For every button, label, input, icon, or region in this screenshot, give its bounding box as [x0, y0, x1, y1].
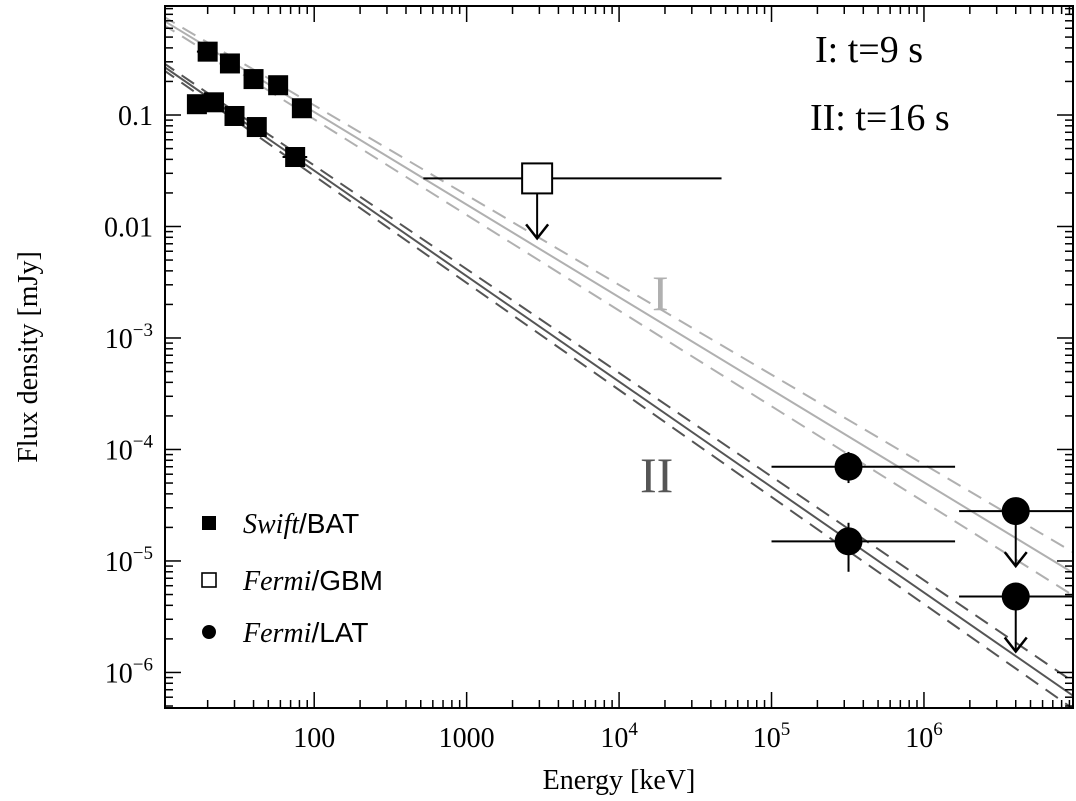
point-swift-bat-i-2 — [243, 69, 264, 90]
y-tick-label-3: 10−4 — [105, 431, 154, 466]
legend-marker-fermi-gbm — [201, 572, 217, 588]
marker-swift-bat-ii-3 — [246, 117, 267, 138]
x-tick-label-1: 1000 — [439, 723, 495, 754]
y-axis-label: Flux density [mJy] — [13, 251, 44, 463]
epoch-2-label: II: t=16 s — [810, 97, 950, 139]
marker-fermi-lat-i-1 — [1001, 497, 1030, 526]
x-tick-label-3: 105 — [753, 719, 791, 754]
x-tick-label-4: 106 — [905, 719, 943, 754]
point-fermi-lat-ii-0 — [771, 522, 956, 572]
annotations: I: t=9 s II: t=16 s I II — [640, 29, 950, 503]
model-label-1: I — [652, 265, 669, 321]
y-tick-label-1: 0.01 — [104, 212, 153, 243]
epoch-1-label: I: t=9 s — [815, 29, 923, 71]
point-swift-bat-ii-2 — [224, 105, 245, 126]
point-swift-bat-i-0 — [196, 41, 218, 62]
marker-swift-bat-i-3 — [268, 75, 289, 96]
point-swift-bat-ii-0 — [186, 94, 207, 115]
marker-fermi-lat-i-0 — [834, 452, 863, 481]
legend-entry-fermi-gbm: Fermi/GBM — [242, 565, 383, 597]
point-swift-bat-i-3 — [268, 75, 289, 96]
y-tick-label-4: 10−5 — [105, 543, 153, 578]
axes: 100 1000 104 105 106 0.1 0.01 10−3 10−4 10−5 10−6 — [104, 5, 1074, 754]
marker-swift-bat-ii-2 — [224, 105, 245, 126]
legend-entry-swift-bat: Swift/BAT — [243, 508, 359, 540]
point-swift-bat-i-1 — [219, 53, 240, 74]
legend-entry-fermi-lat: Fermi/LAT — [242, 617, 369, 649]
point-fermi-gbm-0 — [423, 162, 722, 241]
point-swift-bat-ii-1 — [203, 92, 224, 113]
model-line-ii-solid-3 — [165, 66, 1073, 697]
marker-fermi-gbm-0 — [521, 162, 554, 195]
marker-swift-bat-ii-0 — [186, 94, 207, 115]
upper-limit-head-fermi-lat-ii-1 — [1003, 636, 1028, 654]
model-line-i-dashed-1 — [165, 16, 1073, 554]
model-lines — [165, 16, 1073, 708]
marker-fermi-lat-ii-1 — [1001, 582, 1030, 611]
marker-swift-bat-i-4 — [291, 98, 312, 119]
point-swift-bat-i-4 — [291, 98, 312, 119]
point-fermi-lat-i-0 — [771, 451, 956, 484]
legend-marker-swift-bat — [202, 516, 216, 530]
upper-limit-head-fermi-lat-i-1 — [1003, 551, 1028, 569]
model-line-i-solid-0 — [165, 20, 1073, 575]
x-tick-label-0: 100 — [293, 723, 335, 754]
point-fermi-lat-ii-1 — [959, 582, 1073, 654]
marker-swift-bat-ii-4 — [285, 147, 306, 168]
model-line-ii-dashed-4 — [165, 62, 1073, 683]
marker-swift-bat-i-2 — [243, 69, 264, 90]
marker-swift-bat-ii-1 — [203, 92, 224, 113]
y-tick-label-0: 0.1 — [118, 101, 153, 132]
model-line-i-dashed-2 — [165, 24, 1073, 597]
point-fermi-lat-i-1 — [959, 497, 1073, 569]
data-points — [186, 41, 1073, 654]
x-tick-label-2: 104 — [600, 719, 638, 754]
point-swift-bat-ii-4 — [282, 147, 308, 168]
x-axis-label: Energy [keV] — [543, 765, 696, 796]
marker-swift-bat-i-1 — [219, 53, 240, 74]
y-tick-label-2: 10−3 — [105, 320, 153, 355]
marker-swift-bat-i-0 — [197, 41, 218, 62]
upper-limit-head-fermi-gbm-0 — [525, 223, 550, 241]
y-tick-label-5: 10−6 — [105, 654, 153, 689]
model-label-2: II — [640, 447, 673, 503]
point-swift-bat-ii-3 — [246, 117, 267, 138]
model-line-ii-dashed-5 — [165, 69, 1073, 708]
legend: Swift/BAT Fermi/GBM Fermi/LAT — [201, 508, 383, 649]
marker-fermi-lat-ii-0 — [834, 527, 863, 556]
legend-marker-fermi-lat — [202, 625, 216, 639]
